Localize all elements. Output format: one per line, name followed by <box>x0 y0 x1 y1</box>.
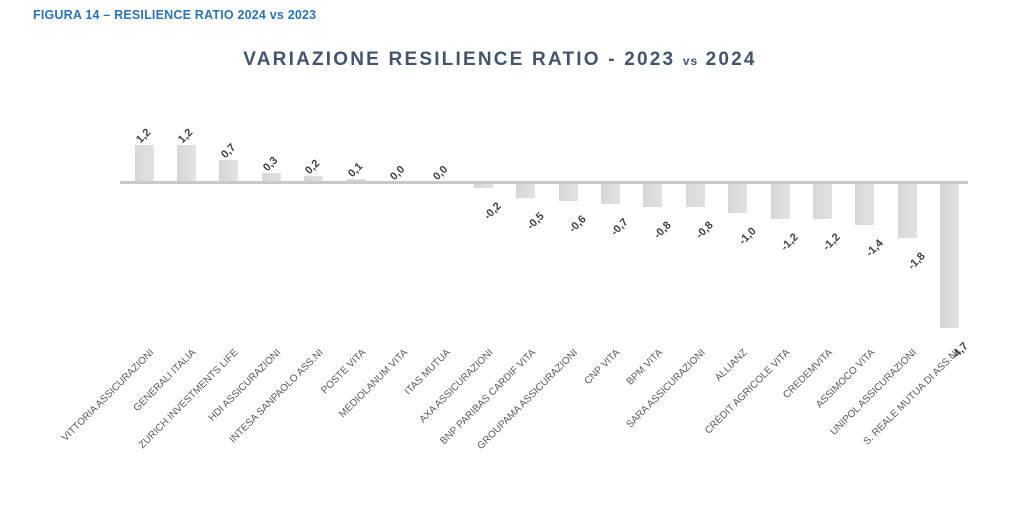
x-axis-line <box>120 181 968 184</box>
category-label-11: CNP VITA <box>582 347 623 388</box>
bar-value-label-12: -0,8 <box>651 219 674 241</box>
category-label-4: INTESA SANPAOLO ASS.NI <box>227 347 326 446</box>
bar-8 <box>473 182 493 189</box>
bar-value-label-5: 0,1 <box>345 160 365 180</box>
bar-value-label-15: -1,2 <box>778 231 801 254</box>
chart-title: VARIAZIONE RESILIENCE RATIO - 2023 vs 20… <box>0 49 1000 71</box>
bar-2 <box>219 160 239 182</box>
category-label-14: ALLIANZ <box>713 347 750 384</box>
bar-10 <box>558 182 578 201</box>
bar-value-label-9: -0,5 <box>524 209 547 232</box>
bar-value-label-17: -1,4 <box>863 237 886 260</box>
category-label-13: SARA ASSICURAZIONI <box>624 347 708 431</box>
chart-title-main: VARIAZIONE RESILIENCE RATIO - 2023 <box>243 49 676 70</box>
bar-value-label-2: 0,7 <box>218 141 238 162</box>
figure-caption: FIGURA 14 – RESILIENCE RATIO 2024 vs 202… <box>33 8 317 22</box>
bar-value-label-4: 0,2 <box>303 157 323 177</box>
bar-0 <box>134 144 154 182</box>
category-label-18: UNIPOL ASSICURAZIONI <box>828 347 920 438</box>
bar-19 <box>940 182 960 328</box>
chart-title-year: 2024 <box>705 49 757 70</box>
bar-4 <box>304 175 324 182</box>
bar-value-label-1: 1,2 <box>176 126 196 146</box>
bar-5 <box>346 178 366 182</box>
chart-title-vs: vs <box>682 54 699 68</box>
category-label-12: BPM VITA <box>624 347 665 388</box>
bar-11 <box>600 182 620 204</box>
category-label-19: S. REALE MUTUA DI ASS.NI <box>861 347 962 448</box>
bar-value-label-0: 1,2 <box>133 126 153 146</box>
bar-value-label-8: -0,2 <box>482 200 504 223</box>
bar-16 <box>812 182 832 220</box>
bar-value-label-3: 0,3 <box>260 154 281 174</box>
bar-17 <box>855 182 875 226</box>
bar-value-label-11: -0,7 <box>609 215 632 238</box>
bar-1 <box>176 144 196 182</box>
bar-14 <box>728 182 748 213</box>
bar-12 <box>643 182 663 207</box>
bar-3 <box>261 172 281 182</box>
category-label-8: AXA ASSICURAZIONI <box>417 347 496 426</box>
bar-value-label-14: -1,0 <box>736 225 759 248</box>
bar-value-label-16: -1,2 <box>821 231 844 254</box>
bar-9 <box>516 182 536 198</box>
category-label-15: CRÉDIT AGRICOLE VITA <box>702 347 793 437</box>
bar-value-label-10: -0,6 <box>566 212 589 235</box>
bar-13 <box>685 182 705 207</box>
bar-15 <box>770 182 790 220</box>
bar-18 <box>897 182 917 238</box>
bar-value-label-18: -1,8 <box>906 250 928 272</box>
bar-value-label-13: -0,8 <box>694 219 716 241</box>
